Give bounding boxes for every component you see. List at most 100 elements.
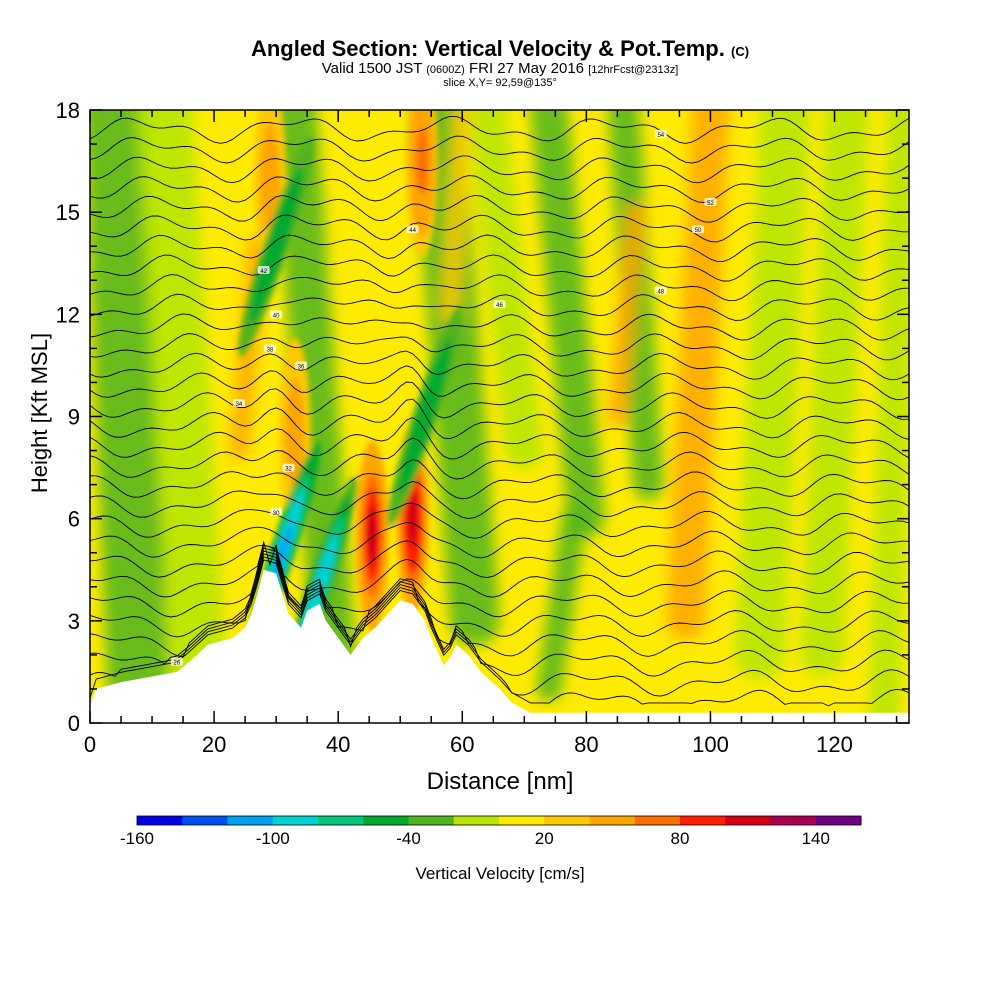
contour-label-bg-4 [232,398,245,407]
velocity-band-2 [273,110,360,723]
y-tick-label-9: 9 [68,405,80,430]
plot-area: 262830323436384042444648505254 [90,110,909,723]
x-axis-label: Distance [nm] [426,768,574,795]
colorbar-swatch-11 [634,816,681,825]
colorbar-swatch-3 [272,816,319,825]
colorbar-swatch-12 [680,816,726,825]
velocity-band-13 [608,202,646,426]
velocity-bands [90,110,909,723]
colorbar-frame [136,815,862,826]
chart-title-tag: (C) [731,44,750,59]
y-axis-label: Height [Kft MSL] [27,332,52,494]
pot-temp-contour-5 [90,544,909,618]
y-tick-label-3: 3 [68,609,80,634]
x-tick-label-0: 0 [84,732,96,757]
x-tick-label-120: 120 [816,732,853,757]
contour-label-bg-2 [270,507,283,516]
velocity-cells [238,110,463,697]
pot-temp-contour-22 [90,254,909,282]
contour-label-14: 54 [657,133,664,139]
velocity-cell-4 [367,505,378,566]
colorbar-tick-label-2: -40 [396,829,421,848]
contour-label-bg-10 [493,300,506,309]
pot-temp-contour-2 [90,553,909,677]
pot-temp-contour-29 [90,115,909,144]
pot-temp-contour-13 [90,417,909,460]
colorbar-swatch-8 [499,816,545,825]
contour-label-bg-11 [654,286,667,295]
colorbar-tick-label-5: 140 [802,829,830,848]
colorbar-tick-label-0: -160 [120,829,154,848]
contour-label-13: 52 [707,201,714,207]
colorbar-tick-label-4: 80 [671,829,690,848]
velocity-band-3 [412,110,500,646]
pot-temp-contour-12 [90,437,909,480]
colorbar-tick-label-3: 20 [535,829,554,848]
x-tick-label-100: 100 [692,732,729,757]
terrain [90,569,909,723]
pot-temp-contour-4 [90,547,909,638]
contour-label-bg-7 [270,310,283,319]
colorbar-swatch-4 [318,816,364,825]
colorbar-label: Vertical Velocity [cm/s] [415,864,585,883]
colorbar-swatch-5 [363,816,409,825]
contour-label-3: 32 [285,467,292,473]
velocity-band-5 [530,110,605,538]
subtitle-date: FRI 27 May 2016 [468,60,585,77]
subtitle-forecast: [12hrFcst@2313z] [588,64,679,76]
contour-label-2: 30 [273,511,280,517]
contour-label-12: 50 [695,228,702,234]
pot-temp-contours: 262830323436384042444648505254 [90,115,909,707]
contour-label-bg-9 [406,225,419,234]
slice-info: slice X,Y= 92,59@135° [443,77,557,89]
x-tick-label-80: 80 [574,732,598,757]
velocity-band-4 [468,110,543,470]
contour-label-bg-12 [692,225,705,234]
contour-label-bg-5 [294,361,307,370]
pot-temp-contour-25 [90,194,909,223]
pot-temp-contour-19 [90,313,909,341]
colorbar-tick-label-1: -100 [256,829,290,848]
pot-temp-contour-9 [90,502,909,539]
pot-temp-contour-17 [90,350,909,381]
pot-temp-contour-23 [90,234,909,262]
velocity-cell-14 [416,127,428,196]
contour-label-bg-13 [704,197,717,206]
pot-temp-contour-14 [90,398,909,440]
pot-temp-contour-26 [90,175,909,203]
velocity-cell-18 [285,379,305,489]
pot-temp-contour-27 [90,155,909,184]
pot-temp-contour-1 [90,556,909,697]
colorbar-swatch-13 [725,816,771,825]
chart-title-text: Angled Section: Vertical Velocity & Pot.… [250,36,725,61]
contour-label-bg-14 [654,129,667,138]
colorbar-swatch-1 [182,816,228,825]
x-tick-label-60: 60 [450,732,474,757]
colorbar-swatch-15 [815,816,862,825]
pot-temp-contour-7 [90,540,909,579]
contour-label-bg-3 [282,463,295,472]
contour-label-7: 40 [273,313,280,319]
subtitle-valid: Valid 1500 JST [321,60,423,77]
x-tick-label-40: 40 [326,732,350,757]
velocity-cell-10 [407,491,418,546]
pot-temp-contour-8 [90,522,909,559]
velocity-band-8 [735,110,810,680]
contour-label-bg-0 [170,657,183,666]
subtitle-utc: (0600Z) [426,64,465,76]
pot-temp-contour-20 [90,293,909,321]
contour-label-4: 34 [236,402,243,408]
velocity-band-14 [536,506,587,702]
pot-temp-contour-0 [90,559,909,707]
contour-label-5: 36 [298,364,305,370]
chart-title: Angled Section: Vertical Velocity & Pot.… [0,36,1000,62]
contour-label-0: 26 [174,661,181,667]
contour-label-8: 42 [260,269,267,275]
pot-temp-contour-10 [90,481,909,520]
velocity-cell-35 [409,371,441,462]
pot-temp-contour-28 [90,135,909,164]
y-tick-label-0: 0 [68,711,80,736]
velocity-cell-29 [308,554,331,620]
